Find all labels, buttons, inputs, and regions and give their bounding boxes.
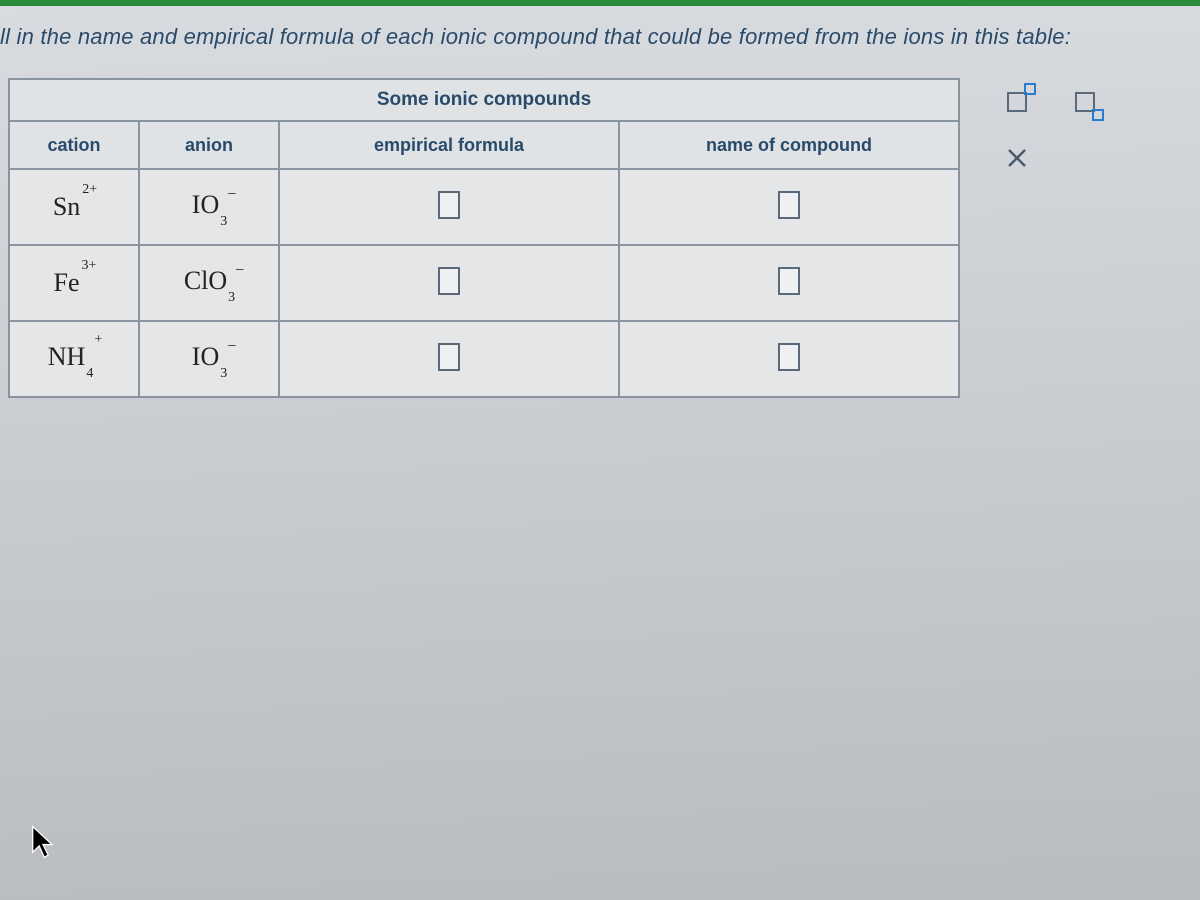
anion-base: IO bbox=[192, 190, 219, 219]
cation-base: Fe bbox=[54, 268, 80, 297]
anion-charge: − bbox=[235, 262, 244, 280]
anion-cell: IO3− bbox=[139, 169, 279, 245]
mouse-cursor-icon bbox=[30, 824, 56, 860]
answer-box-icon bbox=[778, 343, 800, 371]
formula-input-cell[interactable] bbox=[279, 169, 619, 245]
cation-charge: + bbox=[94, 332, 102, 347]
anion-base: IO bbox=[192, 342, 219, 371]
name-input-cell[interactable] bbox=[619, 321, 959, 397]
anion-charge: − bbox=[227, 338, 236, 356]
cation-charge: 3+ bbox=[82, 258, 97, 273]
answer-box-icon bbox=[438, 191, 460, 219]
header-cation: cation bbox=[9, 121, 139, 169]
instruction-text: ll in the name and empirical formula of … bbox=[0, 6, 1200, 78]
tool-row bbox=[1000, 136, 1102, 180]
superscript-button[interactable] bbox=[1000, 85, 1034, 119]
table-row: NH4 + IO3− bbox=[9, 321, 959, 397]
cation-cell: Fe3+ bbox=[9, 245, 139, 321]
cation-sub: 4 bbox=[86, 366, 93, 381]
header-anion: anion bbox=[139, 121, 279, 169]
table-title: Some ionic compounds bbox=[9, 79, 959, 121]
formatting-toolbox bbox=[1000, 80, 1102, 398]
table-row: Fe3+ ClO3− bbox=[9, 245, 959, 321]
formula-input-cell[interactable] bbox=[279, 321, 619, 397]
formula-input-cell[interactable] bbox=[279, 245, 619, 321]
ionic-compounds-table: Some ionic compounds cation anion empiri… bbox=[8, 78, 960, 398]
anion-charge: − bbox=[227, 186, 236, 204]
table-header-row: cation anion empirical formula name of c… bbox=[9, 121, 959, 169]
header-name: name of compound bbox=[619, 121, 959, 169]
clear-button[interactable] bbox=[1000, 141, 1034, 175]
table-title-row: Some ionic compounds bbox=[9, 79, 959, 121]
cation-charge: 2+ bbox=[82, 182, 97, 197]
cation-cell: Sn2+ bbox=[9, 169, 139, 245]
x-icon bbox=[1005, 146, 1029, 170]
anion-sub: 3 bbox=[220, 366, 227, 381]
tool-row bbox=[1000, 80, 1102, 124]
anion-sub: 3 bbox=[228, 290, 235, 305]
square-base-icon bbox=[1007, 92, 1027, 112]
anion-sub: 3 bbox=[220, 214, 227, 229]
cation-base: NH bbox=[48, 342, 86, 371]
subscript-button[interactable] bbox=[1068, 85, 1102, 119]
superscript-icon bbox=[1024, 83, 1036, 95]
content-row: Some ionic compounds cation anion empiri… bbox=[0, 78, 1200, 398]
cation-base: Sn bbox=[53, 192, 80, 221]
anion-cell: ClO3− bbox=[139, 245, 279, 321]
name-input-cell[interactable] bbox=[619, 245, 959, 321]
answer-box-icon bbox=[438, 343, 460, 371]
name-input-cell[interactable] bbox=[619, 169, 959, 245]
answer-box-icon bbox=[778, 191, 800, 219]
anion-base: ClO bbox=[184, 266, 227, 295]
table-wrap: Some ionic compounds cation anion empiri… bbox=[8, 78, 960, 398]
header-formula: empirical formula bbox=[279, 121, 619, 169]
anion-cell: IO3− bbox=[139, 321, 279, 397]
table-row: Sn2+ IO3− bbox=[9, 169, 959, 245]
subscript-icon bbox=[1092, 109, 1104, 121]
cation-cell: NH4 + bbox=[9, 321, 139, 397]
answer-box-icon bbox=[778, 267, 800, 295]
answer-box-icon bbox=[438, 267, 460, 295]
